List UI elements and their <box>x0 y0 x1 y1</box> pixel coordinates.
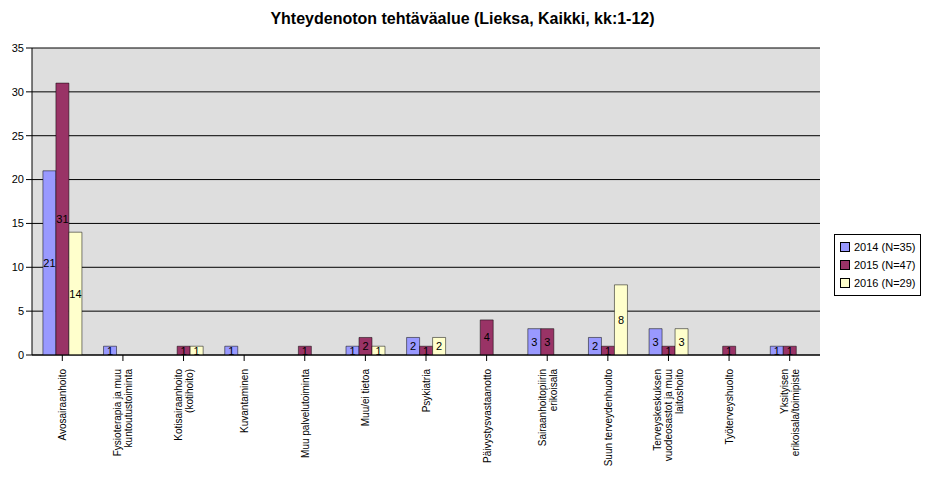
svg-text:Avosairaanhoito: Avosairaanhoito <box>57 369 68 441</box>
svg-text:10: 10 <box>12 261 24 273</box>
svg-text:1: 1 <box>228 345 234 357</box>
svg-text:31: 31 <box>56 213 68 225</box>
svg-text:Psykiatria: Psykiatria <box>421 369 432 413</box>
svg-text:3: 3 <box>531 336 537 348</box>
html-text:2014 (N=35): 2014 (N=35) <box>854 241 916 253</box>
svg-text:Päivystysvastaanotto: Päivystysvastaanotto <box>481 369 492 463</box>
svg-text:0: 0 <box>18 349 24 361</box>
svg-text:Yksityisenerikoisala/toimipist: Yksityisenerikoisala/toimipiste <box>779 369 801 457</box>
svg-text:2: 2 <box>362 340 368 352</box>
svg-text:1: 1 <box>787 345 793 357</box>
html-text:2016 (N=29): 2016 (N=29) <box>854 277 916 289</box>
svg-text:Kuvantaminen: Kuvantaminen <box>239 369 250 433</box>
svg-text:3: 3 <box>679 336 685 348</box>
svg-text:20: 20 <box>12 173 24 185</box>
svg-text:Terveyskeskuksenvuodeosastot j: Terveyskeskuksenvuodeosastot ja muulaito… <box>652 369 685 462</box>
svg-text:1: 1 <box>423 345 429 357</box>
svg-text:2: 2 <box>410 340 416 352</box>
svg-text:35: 35 <box>12 42 24 54</box>
svg-text:Muu/ei tietoa: Muu/ei tietoa <box>360 369 371 427</box>
svg-text:14: 14 <box>69 288 81 300</box>
svg-text:2: 2 <box>592 340 598 352</box>
svg-text:1: 1 <box>107 345 113 357</box>
svg-text:1: 1 <box>726 345 732 357</box>
svg-text:1: 1 <box>349 345 355 357</box>
svg-text:Sairaanhoitopiirinerikoisala: Sairaanhoitopiirinerikoisala <box>536 369 558 447</box>
svg-text:Fysioterapia ja muukuntoutusto: Fysioterapia ja muukuntoutustoiminta <box>112 369 134 457</box>
svg-text:15: 15 <box>12 217 24 229</box>
svg-text:1: 1 <box>605 345 611 357</box>
svg-text:1: 1 <box>375 345 381 357</box>
svg-text:21: 21 <box>43 257 55 269</box>
svg-text:1: 1 <box>194 345 200 357</box>
svg-text:25: 25 <box>12 130 24 142</box>
svg-text:1: 1 <box>774 345 780 357</box>
svg-text:1: 1 <box>302 345 308 357</box>
svg-text:Suun terveydenhuolto: Suun terveydenhuolto <box>602 369 613 467</box>
svg-text:1: 1 <box>666 345 672 357</box>
svg-text:3: 3 <box>544 336 550 348</box>
svg-text:Kotisairaanhoito(kotihoito): Kotisairaanhoito(kotihoito) <box>173 369 195 441</box>
svg-text:30: 30 <box>12 86 24 98</box>
svg-text:5: 5 <box>18 305 24 317</box>
svg-text:1: 1 <box>181 345 187 357</box>
svg-text:8: 8 <box>618 314 624 326</box>
svg-text:3: 3 <box>653 336 659 348</box>
svg-text:2: 2 <box>436 340 442 352</box>
svg-text:Työterveyshuolto: Työterveyshuolto <box>724 369 735 445</box>
svg-text:Muu palvelutoiminta: Muu palvelutoiminta <box>299 369 310 458</box>
html-text:Yhteydenoton tehtäväalue (Liek: Yhteydenoton tehtäväalue (Lieksa, Kaikki… <box>270 10 655 27</box>
svg-text:4: 4 <box>484 331 490 343</box>
html-text:2015 (N=47): 2015 (N=47) <box>854 259 916 271</box>
